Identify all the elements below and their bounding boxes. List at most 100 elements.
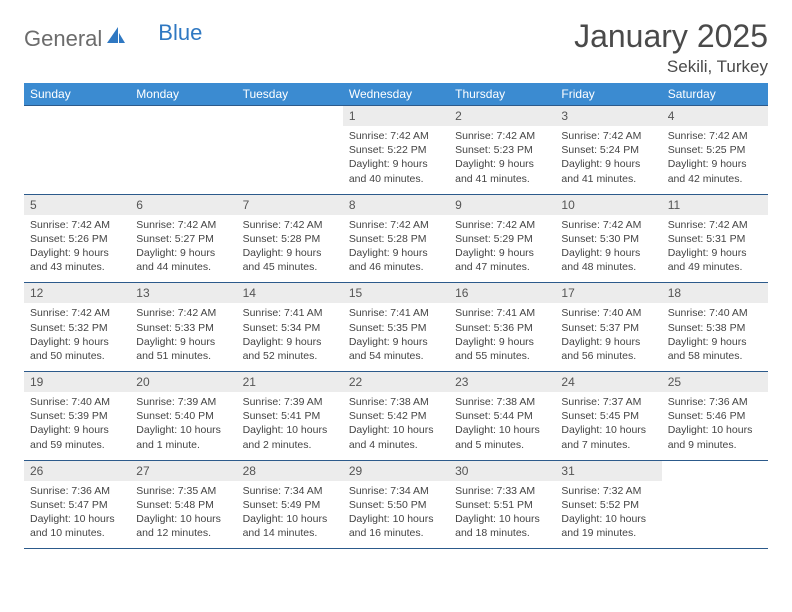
location-label: Sekili, Turkey xyxy=(574,57,768,77)
day-number: 23 xyxy=(449,372,555,392)
day-details: Sunrise: 7:40 AMSunset: 5:39 PMDaylight:… xyxy=(24,392,130,460)
day-details: Sunrise: 7:40 AMSunset: 5:38 PMDaylight:… xyxy=(662,303,768,371)
day-number: 9 xyxy=(449,195,555,215)
calendar-cell xyxy=(130,106,236,195)
day-number: 28 xyxy=(237,461,343,481)
brand-text-2: Blue xyxy=(158,20,202,46)
day-details: Sunrise: 7:35 AMSunset: 5:48 PMDaylight:… xyxy=(130,481,236,549)
brand-sail-icon xyxy=(106,26,126,49)
day-details: Sunrise: 7:39 AMSunset: 5:40 PMDaylight:… xyxy=(130,392,236,460)
day-details: Sunrise: 7:42 AMSunset: 5:25 PMDaylight:… xyxy=(662,126,768,194)
day-number: 17 xyxy=(555,283,661,303)
day-details: Sunrise: 7:42 AMSunset: 5:32 PMDaylight:… xyxy=(24,303,130,371)
day-number: 10 xyxy=(555,195,661,215)
day-details: Sunrise: 7:42 AMSunset: 5:24 PMDaylight:… xyxy=(555,126,661,194)
day-details: Sunrise: 7:33 AMSunset: 5:51 PMDaylight:… xyxy=(449,481,555,549)
day-number: 22 xyxy=(343,372,449,392)
calendar-cell: 26Sunrise: 7:36 AMSunset: 5:47 PMDayligh… xyxy=(24,460,130,549)
calendar-cell: 7Sunrise: 7:42 AMSunset: 5:28 PMDaylight… xyxy=(237,194,343,283)
calendar-cell: 6Sunrise: 7:42 AMSunset: 5:27 PMDaylight… xyxy=(130,194,236,283)
calendar-cell xyxy=(237,106,343,195)
calendar-cell: 13Sunrise: 7:42 AMSunset: 5:33 PMDayligh… xyxy=(130,283,236,372)
weekday-header: Saturday xyxy=(662,83,768,106)
calendar-cell: 16Sunrise: 7:41 AMSunset: 5:36 PMDayligh… xyxy=(449,283,555,372)
day-details: Sunrise: 7:34 AMSunset: 5:50 PMDaylight:… xyxy=(343,481,449,549)
day-number: 24 xyxy=(555,372,661,392)
day-number: 3 xyxy=(555,106,661,126)
brand-text-1: General xyxy=(24,26,102,52)
weekday-header: Tuesday xyxy=(237,83,343,106)
day-details: Sunrise: 7:42 AMSunset: 5:26 PMDaylight:… xyxy=(24,215,130,283)
weekday-header: Wednesday xyxy=(343,83,449,106)
calendar-cell: 19Sunrise: 7:40 AMSunset: 5:39 PMDayligh… xyxy=(24,372,130,461)
calendar-cell: 1Sunrise: 7:42 AMSunset: 5:22 PMDaylight… xyxy=(343,106,449,195)
day-details: Sunrise: 7:37 AMSunset: 5:45 PMDaylight:… xyxy=(555,392,661,460)
calendar-cell: 15Sunrise: 7:41 AMSunset: 5:35 PMDayligh… xyxy=(343,283,449,372)
day-number: 19 xyxy=(24,372,130,392)
day-number: 25 xyxy=(662,372,768,392)
day-details: Sunrise: 7:42 AMSunset: 5:22 PMDaylight:… xyxy=(343,126,449,194)
day-number: 21 xyxy=(237,372,343,392)
calendar-cell: 30Sunrise: 7:33 AMSunset: 5:51 PMDayligh… xyxy=(449,460,555,549)
day-number: 8 xyxy=(343,195,449,215)
calendar-cell: 24Sunrise: 7:37 AMSunset: 5:45 PMDayligh… xyxy=(555,372,661,461)
day-number: 2 xyxy=(449,106,555,126)
day-details: Sunrise: 7:38 AMSunset: 5:44 PMDaylight:… xyxy=(449,392,555,460)
calendar-cell: 11Sunrise: 7:42 AMSunset: 5:31 PMDayligh… xyxy=(662,194,768,283)
calendar-cell: 21Sunrise: 7:39 AMSunset: 5:41 PMDayligh… xyxy=(237,372,343,461)
calendar-table: SundayMondayTuesdayWednesdayThursdayFrid… xyxy=(24,83,768,555)
weekday-header: Friday xyxy=(555,83,661,106)
day-details: Sunrise: 7:42 AMSunset: 5:31 PMDaylight:… xyxy=(662,215,768,283)
day-details: Sunrise: 7:42 AMSunset: 5:28 PMDaylight:… xyxy=(343,215,449,283)
calendar-cell: 5Sunrise: 7:42 AMSunset: 5:26 PMDaylight… xyxy=(24,194,130,283)
day-number: 1 xyxy=(343,106,449,126)
day-details: Sunrise: 7:36 AMSunset: 5:46 PMDaylight:… xyxy=(662,392,768,460)
day-number: 30 xyxy=(449,461,555,481)
day-number: 26 xyxy=(24,461,130,481)
day-number: 13 xyxy=(130,283,236,303)
calendar-cell: 2Sunrise: 7:42 AMSunset: 5:23 PMDaylight… xyxy=(449,106,555,195)
day-number: 14 xyxy=(237,283,343,303)
day-details: Sunrise: 7:32 AMSunset: 5:52 PMDaylight:… xyxy=(555,481,661,549)
day-details: Sunrise: 7:39 AMSunset: 5:41 PMDaylight:… xyxy=(237,392,343,460)
calendar-cell: 25Sunrise: 7:36 AMSunset: 5:46 PMDayligh… xyxy=(662,372,768,461)
calendar-cell: 9Sunrise: 7:42 AMSunset: 5:29 PMDaylight… xyxy=(449,194,555,283)
calendar-cell xyxy=(24,106,130,195)
page-title: January 2025 xyxy=(574,18,768,55)
day-number: 29 xyxy=(343,461,449,481)
day-details: Sunrise: 7:42 AMSunset: 5:29 PMDaylight:… xyxy=(449,215,555,283)
calendar-cell: 4Sunrise: 7:42 AMSunset: 5:25 PMDaylight… xyxy=(662,106,768,195)
calendar-cell: 28Sunrise: 7:34 AMSunset: 5:49 PMDayligh… xyxy=(237,460,343,549)
day-number: 16 xyxy=(449,283,555,303)
day-details: Sunrise: 7:42 AMSunset: 5:28 PMDaylight:… xyxy=(237,215,343,283)
day-number: 5 xyxy=(24,195,130,215)
day-details: Sunrise: 7:42 AMSunset: 5:23 PMDaylight:… xyxy=(449,126,555,194)
weekday-header: Thursday xyxy=(449,83,555,106)
day-details: Sunrise: 7:40 AMSunset: 5:37 PMDaylight:… xyxy=(555,303,661,371)
day-details: Sunrise: 7:41 AMSunset: 5:35 PMDaylight:… xyxy=(343,303,449,371)
header: General Blue January 2025 Sekili, Turkey xyxy=(24,18,768,77)
weekday-header: Monday xyxy=(130,83,236,106)
calendar-cell: 17Sunrise: 7:40 AMSunset: 5:37 PMDayligh… xyxy=(555,283,661,372)
calendar-cell: 3Sunrise: 7:42 AMSunset: 5:24 PMDaylight… xyxy=(555,106,661,195)
day-details: Sunrise: 7:41 AMSunset: 5:36 PMDaylight:… xyxy=(449,303,555,371)
day-number: 7 xyxy=(237,195,343,215)
day-number: 31 xyxy=(555,461,661,481)
calendar-cell: 31Sunrise: 7:32 AMSunset: 5:52 PMDayligh… xyxy=(555,460,661,549)
calendar-cell: 10Sunrise: 7:42 AMSunset: 5:30 PMDayligh… xyxy=(555,194,661,283)
day-number: 20 xyxy=(130,372,236,392)
day-details: Sunrise: 7:42 AMSunset: 5:30 PMDaylight:… xyxy=(555,215,661,283)
calendar-cell: 29Sunrise: 7:34 AMSunset: 5:50 PMDayligh… xyxy=(343,460,449,549)
day-number: 27 xyxy=(130,461,236,481)
day-details: Sunrise: 7:38 AMSunset: 5:42 PMDaylight:… xyxy=(343,392,449,460)
day-details: Sunrise: 7:41 AMSunset: 5:34 PMDaylight:… xyxy=(237,303,343,371)
calendar-cell xyxy=(662,460,768,549)
calendar-cell: 22Sunrise: 7:38 AMSunset: 5:42 PMDayligh… xyxy=(343,372,449,461)
calendar-cell: 27Sunrise: 7:35 AMSunset: 5:48 PMDayligh… xyxy=(130,460,236,549)
day-number: 11 xyxy=(662,195,768,215)
calendar-cell: 8Sunrise: 7:42 AMSunset: 5:28 PMDaylight… xyxy=(343,194,449,283)
calendar-cell: 12Sunrise: 7:42 AMSunset: 5:32 PMDayligh… xyxy=(24,283,130,372)
day-details: Sunrise: 7:34 AMSunset: 5:49 PMDaylight:… xyxy=(237,481,343,549)
calendar-cell: 23Sunrise: 7:38 AMSunset: 5:44 PMDayligh… xyxy=(449,372,555,461)
weekday-header: Sunday xyxy=(24,83,130,106)
